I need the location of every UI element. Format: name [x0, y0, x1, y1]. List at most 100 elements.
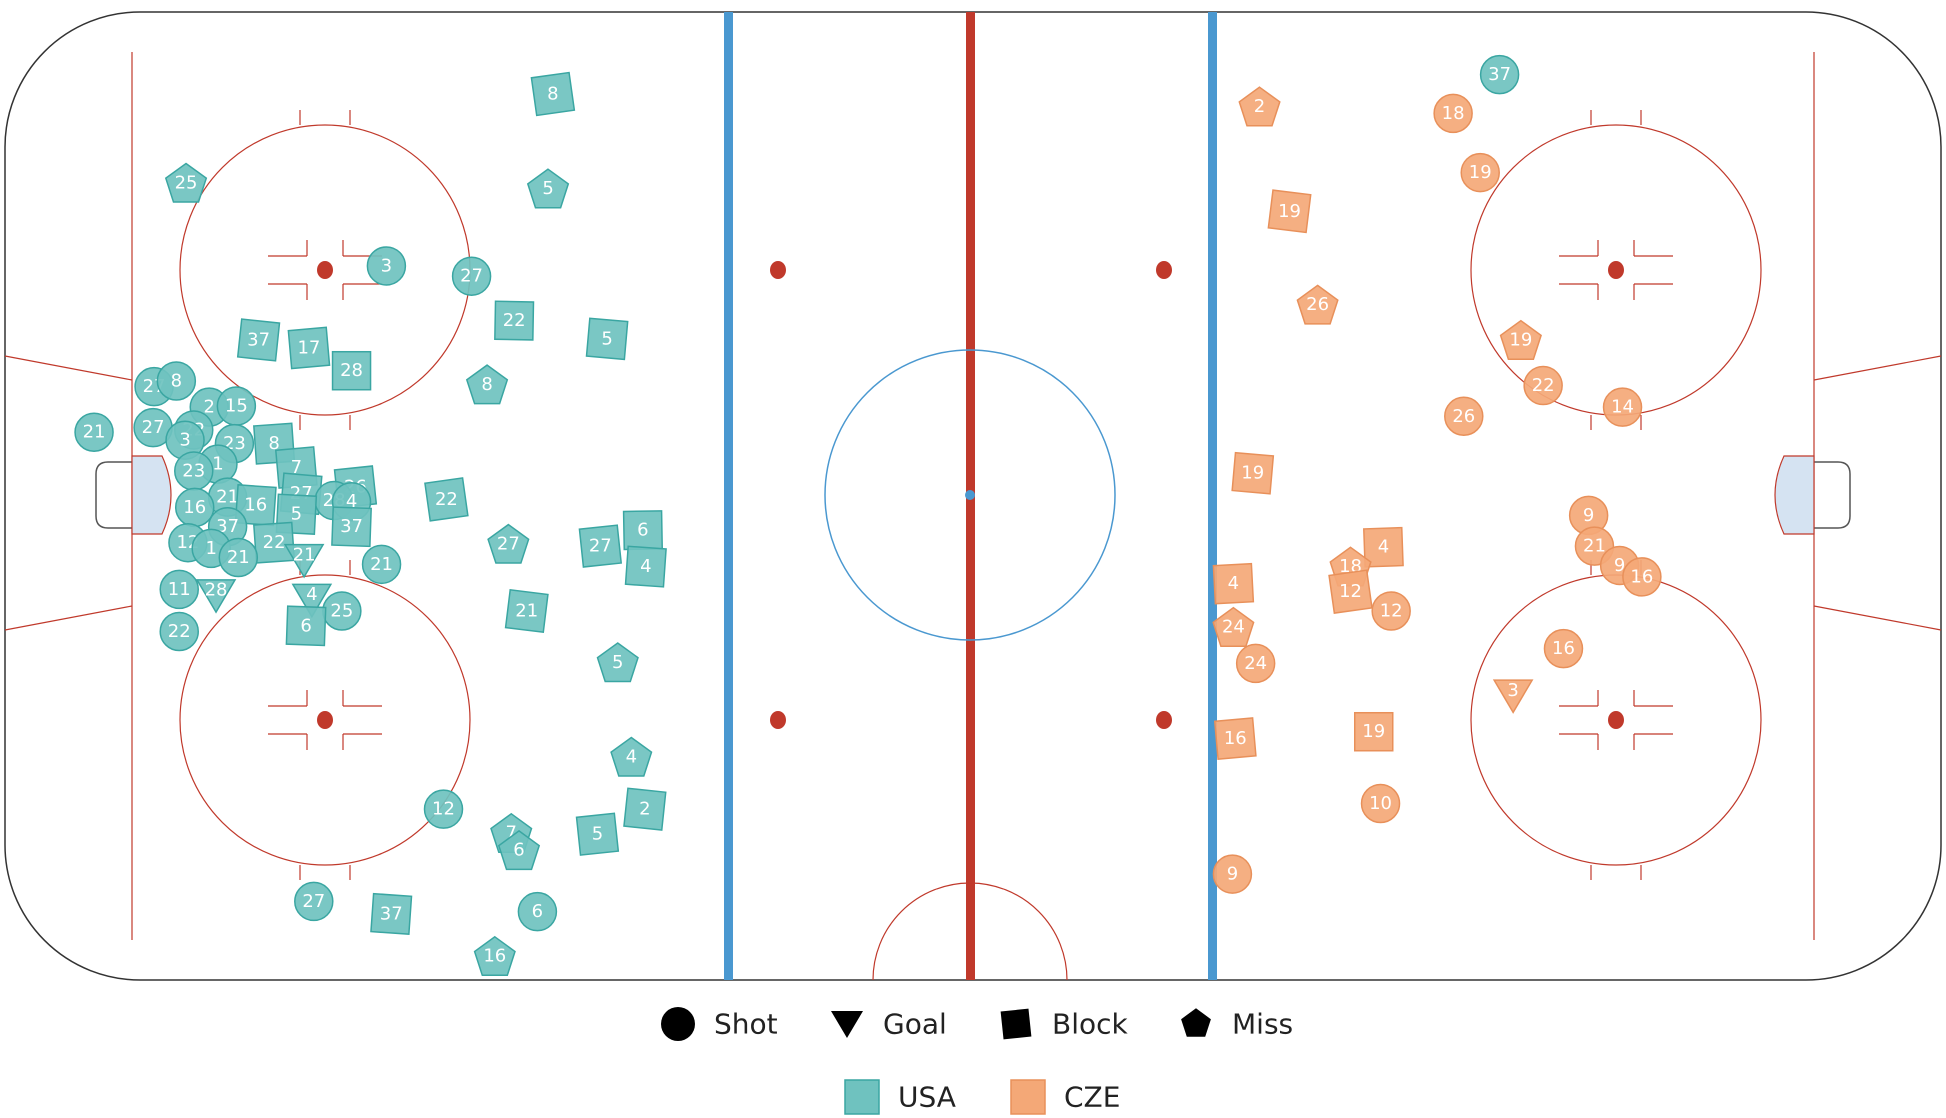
- event-markers: 8255327223717285827821272152232381237212…: [74, 54, 1662, 977]
- marker-cze-miss: 26: [1296, 284, 1339, 325]
- goal-net-right: [1814, 461, 1851, 529]
- marker-number: 22: [168, 621, 191, 642]
- marker-usa-shot: 11: [159, 569, 199, 610]
- marker-number: 5: [542, 178, 553, 199]
- marker-number: 28: [205, 580, 228, 601]
- marker-number: 37: [1488, 64, 1511, 85]
- marker-usa-shot: 27: [294, 881, 334, 922]
- marker-usa-shot: 21: [218, 537, 259, 578]
- marker-usa-miss: 4: [610, 736, 653, 777]
- marker-number: 6: [637, 520, 648, 541]
- marker-cze-block: 4: [1363, 526, 1404, 568]
- marker-number: 22: [435, 489, 458, 510]
- marker-cze-shot: 14: [1602, 387, 1643, 427]
- neutral-faceoff-dot: [1156, 711, 1172, 729]
- marker-number: 19: [1278, 201, 1301, 222]
- marker-usa-miss: 5: [526, 168, 570, 209]
- marker-usa-miss: 25: [164, 162, 208, 203]
- faceoff-circle-left-bottom: [179, 560, 471, 880]
- marker-usa-block: 27: [578, 524, 623, 568]
- neutral-zone-dots: [770, 261, 1172, 729]
- legend-pentagon-icon: [1181, 1008, 1211, 1037]
- marker-usa-block: 6: [285, 605, 327, 647]
- marker-number: 27: [142, 417, 165, 438]
- marker-number: 19: [1362, 721, 1385, 742]
- legend-swatch: [1010, 1079, 1046, 1115]
- marker-number: 16: [244, 495, 267, 516]
- marker-usa-shot: 15: [216, 386, 257, 426]
- marker-number: 3: [381, 255, 392, 276]
- marker-cze-miss: 19: [1499, 319, 1542, 360]
- marker-usa-block: 37: [236, 318, 281, 362]
- marker-usa-shot: 3: [366, 246, 407, 286]
- legend-label: USA: [898, 1081, 956, 1114]
- marker-usa-shot: 16: [174, 487, 215, 528]
- crease-left: [131, 455, 172, 535]
- marker-number: 5: [592, 824, 603, 845]
- trapezoid-right-bottom: [1813, 605, 1942, 631]
- marker-number: 4: [346, 491, 357, 512]
- marker-number: 3: [1507, 680, 1518, 701]
- marker-number: 22: [503, 310, 526, 331]
- marker-number: 8: [481, 374, 492, 395]
- marker-number: 4: [1228, 573, 1239, 594]
- marker-number: 19: [1241, 463, 1264, 484]
- marker-usa-shot: 22: [159, 611, 199, 652]
- marker-cze-shot: 18: [1433, 93, 1473, 134]
- marker-number: 16: [483, 946, 506, 967]
- marker-number: 5: [612, 652, 623, 673]
- legend-item-miss: Miss: [1181, 1008, 1293, 1041]
- marker-number: 12: [1339, 581, 1362, 602]
- marker-number: 21: [293, 544, 316, 565]
- marker-usa-miss: 16: [473, 935, 516, 977]
- marker-number: 4: [306, 584, 317, 605]
- marker-number: 17: [297, 337, 320, 358]
- marker-number: 12: [432, 799, 455, 820]
- legend-team-usa: USA: [844, 1079, 956, 1115]
- blue-line-left: [724, 12, 733, 980]
- legend-swatch: [844, 1079, 880, 1115]
- legend-label: Shot: [714, 1008, 778, 1041]
- legend-square-icon: [1000, 1008, 1032, 1040]
- marker-number: 25: [330, 601, 353, 622]
- legend-item-shot: Shot: [661, 1007, 778, 1041]
- marker-number: 19: [1469, 162, 1492, 183]
- center-ice-dot: [965, 490, 975, 500]
- faceoff-dot: [1608, 261, 1624, 279]
- marker-cze-miss: 2: [1238, 86, 1281, 127]
- marker-usa-miss: 5: [596, 642, 639, 683]
- marker-number: 27: [497, 533, 520, 554]
- legend-label: Miss: [1232, 1008, 1293, 1041]
- referee-crease: [872, 882, 1068, 981]
- legend-label: Goal: [883, 1008, 947, 1041]
- marker-number: 27: [589, 536, 612, 557]
- marker-number: 27: [460, 266, 483, 287]
- marker-number: 8: [268, 433, 279, 454]
- marker-number: 10: [1369, 793, 1392, 814]
- blue-line-right: [1208, 12, 1217, 980]
- marker-number: 12: [1380, 601, 1403, 622]
- legend-item-goal: Goal: [831, 1008, 947, 1041]
- neutral-faceoff-dot: [1156, 261, 1172, 279]
- marker-number: 22: [1532, 375, 1555, 396]
- marker-number: 7: [291, 457, 302, 478]
- marker-number: 16: [183, 497, 206, 518]
- marker-usa-block: 8: [530, 71, 576, 117]
- marker-cze-block: 19: [1231, 451, 1275, 495]
- marker-usa-goal: 21: [283, 543, 325, 579]
- marker-number: 37: [340, 516, 363, 537]
- faceoff-dot: [1608, 711, 1624, 729]
- marker-number: 5: [601, 328, 612, 349]
- marker-usa-goal: 4: [291, 583, 333, 619]
- marker-number: 6: [300, 615, 311, 636]
- marker-number: 3: [179, 430, 190, 451]
- marker-usa-block: 2: [623, 787, 667, 831]
- marker-usa-block: 5: [575, 812, 620, 856]
- marker-number: 37: [380, 903, 403, 924]
- goal-net-left: [95, 461, 132, 529]
- marker-number: 16: [1552, 638, 1575, 659]
- marker-number: 26: [1452, 406, 1475, 427]
- legend: Shot Goal Block Miss USA CZE: [661, 1007, 1293, 1115]
- marker-number: 37: [247, 329, 270, 350]
- marker-cze-shot: 19: [1460, 152, 1500, 193]
